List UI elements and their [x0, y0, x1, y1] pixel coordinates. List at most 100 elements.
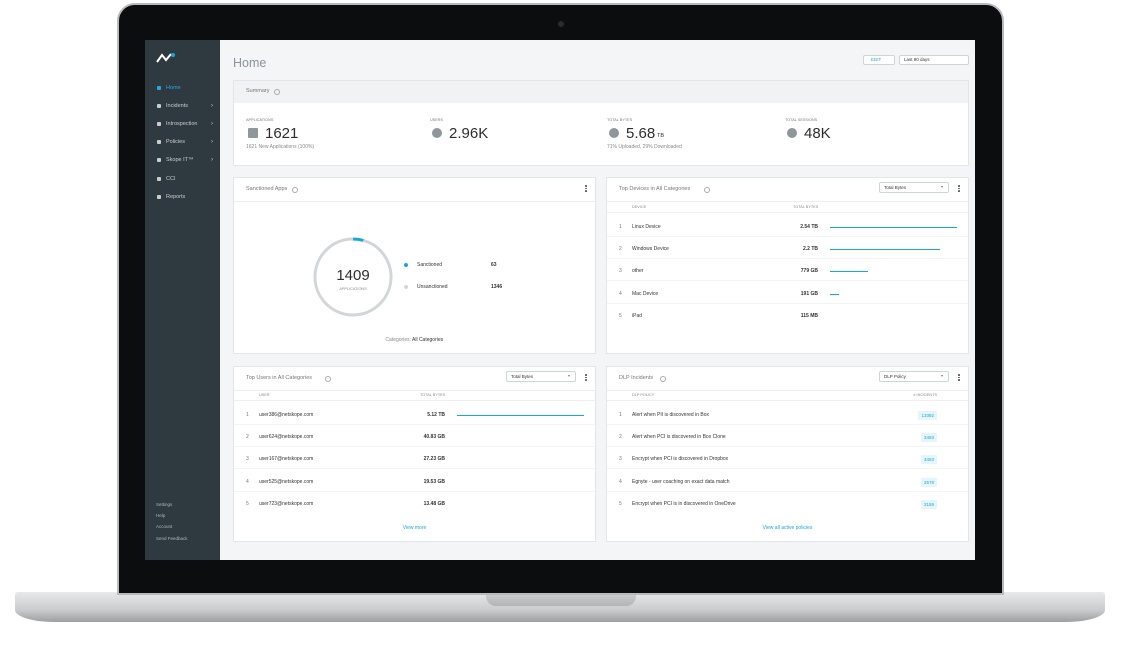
- card: [606, 177, 969, 354]
- stat-unit: TB: [657, 133, 665, 139]
- edit-button[interactable]: [863, 55, 895, 65]
- row-value: 2.54 TB: [800, 224, 818, 230]
- range-dropdown[interactable]: [899, 55, 969, 65]
- range-label[interactable]: Last 90 days: [904, 57, 930, 62]
- menu-dot: [958, 187, 960, 189]
- sep: [234, 468, 595, 469]
- row-value: 19.53 GB: [423, 479, 445, 485]
- legend-dot: [404, 285, 408, 289]
- column-header: TOTAL BYTES: [793, 205, 819, 209]
- row-value: 191 GB: [800, 291, 818, 297]
- stat-label: APPLICATIONS: [246, 118, 274, 122]
- dropdown-label[interactable]: Total Bytes: [884, 185, 907, 190]
- nav-icon: [157, 158, 161, 162]
- nav-item[interactable]: Incidents: [166, 103, 189, 109]
- row-name: Windows Device: [632, 246, 669, 252]
- stat-icon: [609, 128, 619, 138]
- stat-label: TOTAL SESSIONS: [785, 118, 818, 122]
- card: [233, 366, 596, 542]
- dropdown[interactable]: [506, 371, 576, 382]
- stat-sub: 71% Uploaded, 29% Downloaded: [607, 144, 682, 150]
- sep: [607, 303, 968, 304]
- nav-icon: [157, 86, 161, 90]
- sep: [234, 491, 595, 492]
- logo: [156, 53, 175, 63]
- dropdown[interactable]: [879, 182, 949, 193]
- card-title: Top Users in All Categories: [246, 375, 313, 381]
- bar: [830, 226, 957, 228]
- row-name: user386@netskope.com: [259, 412, 314, 418]
- nav-item[interactable]: Policies: [166, 139, 185, 145]
- footer-link[interactable]: Settings: [156, 502, 173, 507]
- dropdown-label[interactable]: DLP Policy: [884, 374, 906, 379]
- incident-badge[interactable]: 13392: [918, 411, 937, 420]
- sep: [607, 400, 968, 401]
- info-icon: [703, 187, 710, 193]
- row-value: 13.48 GB: [423, 501, 445, 507]
- legend-name: Sanctioned: [417, 262, 443, 268]
- incident-badge[interactable]: 2159: [920, 500, 937, 509]
- link[interactable]: View all active policies: [762, 525, 813, 531]
- footer-link[interactable]: Send Feedback: [156, 536, 188, 541]
- card-title: DLP Incidents: [619, 375, 654, 381]
- row-name: user723@netskope.com: [259, 501, 314, 507]
- sep: [607, 491, 968, 492]
- row-value: 2.2 TB: [802, 246, 818, 252]
- nav-item[interactable]: Reports: [166, 194, 186, 200]
- menu-dot: [958, 379, 960, 381]
- incident-badge[interactable]: 2578: [920, 478, 937, 487]
- chevron: ›: [211, 157, 213, 163]
- column-header: DLP POLICY: [632, 393, 655, 397]
- footer-link[interactable]: Account: [156, 524, 173, 529]
- sep: [607, 258, 968, 259]
- bar: [830, 270, 869, 272]
- link[interactable]: View more: [402, 525, 427, 531]
- row-value: 40.83 GB: [423, 434, 445, 440]
- row-name: Alert when PII is discovered in Box: [632, 412, 709, 418]
- info-icon: [274, 89, 280, 95]
- nav-item[interactable]: Introspection: [166, 121, 198, 127]
- incident-badge[interactable]: 3493: [920, 455, 937, 464]
- dropdown[interactable]: [879, 371, 949, 382]
- categories-label: Categories:: [385, 337, 411, 343]
- nav-item[interactable]: Home: [166, 85, 181, 91]
- stat-icon: [787, 128, 797, 138]
- menu-dot: [585, 185, 587, 187]
- column-header: TOTAL BYTES: [420, 393, 446, 397]
- row-rank: 1: [619, 412, 622, 418]
- row-name: Linux Device: [632, 224, 661, 230]
- menu-dot: [585, 379, 587, 381]
- row-value: 27.23 GB: [423, 456, 445, 462]
- sep: [607, 424, 968, 425]
- row-rank: 2: [619, 434, 622, 440]
- donut-total: 1409: [336, 267, 370, 284]
- row-rank: 5: [619, 501, 622, 507]
- menu-dot: [958, 185, 960, 187]
- menu-dot: [958, 374, 960, 376]
- nav-item[interactable]: Skope IT™: [166, 157, 194, 163]
- row-rank: 4: [246, 479, 249, 485]
- caret: ▾: [941, 184, 944, 189]
- sep: [234, 424, 595, 425]
- laptop-notch: [486, 592, 636, 606]
- row-rank: 2: [246, 434, 249, 440]
- page-title: Home: [233, 56, 267, 70]
- row-rank: 2: [619, 246, 622, 252]
- incident-badge[interactable]: 3493: [920, 433, 937, 442]
- stat-value: 5.68: [626, 125, 656, 142]
- footer-link[interactable]: Help: [156, 513, 166, 518]
- edit-label[interactable]: EDIT: [871, 57, 882, 62]
- chevron: ›: [211, 103, 213, 109]
- stat-value: 1621: [265, 125, 299, 142]
- nav-item[interactable]: CCI: [166, 176, 176, 182]
- sep: [607, 468, 968, 469]
- donut-segment: [313, 237, 393, 317]
- row-value: 5.12 TB: [427, 412, 445, 418]
- nav-icon: [157, 104, 161, 108]
- row-name: other: [632, 268, 644, 274]
- dropdown-label[interactable]: Total Bytes: [511, 374, 534, 379]
- sep: [607, 212, 968, 213]
- row-name: user525@netskope.com: [259, 479, 314, 485]
- bar: [830, 293, 839, 295]
- summary-head: [234, 81, 968, 103]
